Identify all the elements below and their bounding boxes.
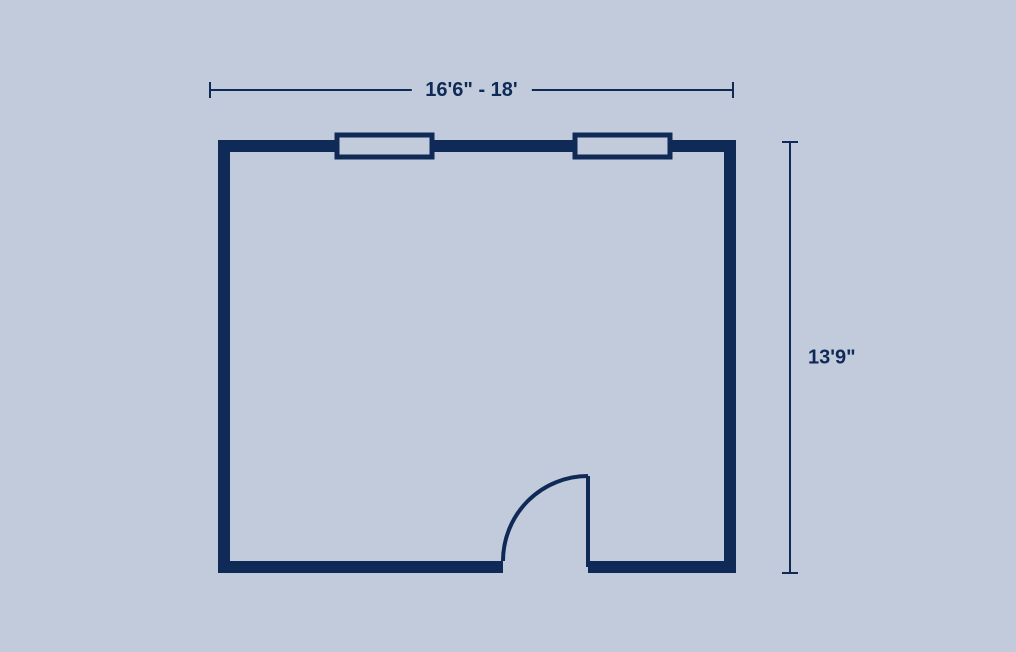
floorplan-diagram: 16'6" - 18' 13'9" — [0, 0, 1016, 652]
door-swing-arc — [503, 476, 588, 561]
window-2-fill — [575, 135, 670, 157]
wall-bottom-right — [588, 561, 736, 573]
window-1-fill — [337, 135, 432, 157]
width-dimension-label: 16'6" - 18' — [411, 79, 531, 102]
height-dimension-label: 13'9" — [808, 340, 856, 375]
wall-bottom-left — [218, 561, 503, 573]
wall-left — [218, 140, 230, 573]
wall-right — [724, 140, 736, 573]
